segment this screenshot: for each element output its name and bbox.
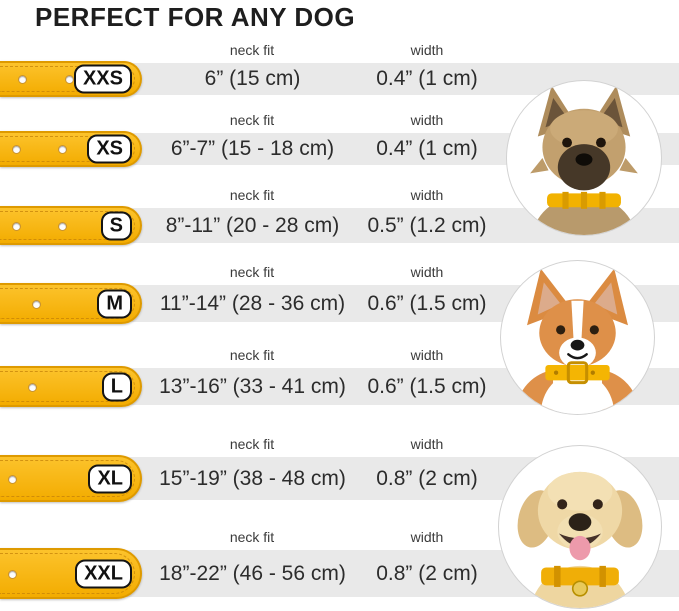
neck-fit-value: 8”-11” (20 - 28 cm)	[165, 214, 340, 237]
collar-strap: XS	[0, 131, 142, 167]
width-value: 0.5” (1.2 cm)	[367, 214, 487, 237]
neck-fit-value: 6”-7” (15 - 18 cm)	[170, 137, 335, 160]
size-badge: L	[101, 372, 132, 401]
collar-strap: XL	[0, 455, 142, 502]
collar-hole	[8, 474, 17, 484]
collar-hole	[58, 145, 67, 154]
collar-hole	[65, 75, 74, 84]
neck-fit-value: 6” (15 cm)	[204, 67, 301, 90]
neck-fit-header: neck fit	[229, 42, 275, 58]
width-value: 0.4” (1 cm)	[376, 67, 478, 90]
corgi-photo	[500, 260, 655, 415]
collar-stitching	[0, 553, 135, 594]
collar-hole	[58, 221, 67, 231]
collar-hole	[12, 221, 21, 231]
neck-fit-value: 11”-14” (28 - 36 cm)	[159, 292, 346, 315]
size-badge: S	[100, 211, 132, 240]
collar-stitching	[0, 66, 135, 92]
collar-hole	[8, 569, 17, 579]
collar-stitching	[0, 136, 135, 162]
page-title: PERFECT FOR ANY DOG	[35, 2, 356, 32]
collar-stitching	[0, 460, 135, 497]
width-header: width	[410, 264, 444, 280]
collar-strap: S	[0, 206, 142, 245]
width-value: 0.8” (2 cm)	[376, 467, 478, 490]
width-header: width	[410, 347, 444, 363]
collar-hole	[28, 382, 37, 392]
collar-stitching	[0, 211, 135, 240]
neck-fit-header: neck fit	[229, 187, 275, 203]
width-value: 0.6” (1.5 cm)	[367, 375, 487, 398]
width-header: width	[410, 529, 444, 545]
neck-fit-header: neck fit	[229, 529, 275, 545]
neck-fit-header: neck fit	[229, 264, 275, 280]
neck-fit-header: neck fit	[229, 436, 275, 452]
collar-hole	[12, 145, 21, 154]
neck-fit-value: 15”-19” (38 - 48 cm)	[159, 467, 346, 490]
size-badge: XXL	[75, 559, 132, 588]
width-value: 0.8” (2 cm)	[376, 562, 478, 585]
collar-stitching	[0, 288, 135, 319]
size-badge: XS	[87, 134, 132, 164]
collar-strap: XXL	[0, 548, 142, 599]
neck-fit-header: neck fit	[229, 112, 275, 128]
collar-strap: M	[0, 283, 142, 324]
terrier-puppy-photo	[506, 80, 662, 236]
neck-fit-header: neck fit	[229, 347, 275, 363]
size-badge: XXS	[73, 64, 132, 94]
labrador-photo	[498, 445, 662, 609]
neck-fit-value: 18”-22” (46 - 56 cm)	[159, 562, 346, 585]
collar-hole	[32, 299, 41, 309]
collar-strap: XXS	[0, 61, 142, 97]
width-header: width	[410, 187, 444, 203]
width-header: width	[410, 42, 444, 58]
terrier-illustration	[530, 85, 638, 235]
collar-hole	[18, 75, 27, 84]
width-value: 0.6” (1.5 cm)	[367, 292, 487, 315]
collar-stitching	[0, 371, 135, 402]
size-badge: M	[97, 289, 132, 318]
width-value: 0.4” (1 cm)	[376, 137, 478, 160]
neck-fit-value: 13”-16” (33 - 41 cm)	[159, 375, 346, 398]
labrador-illustration	[517, 471, 643, 608]
width-header: width	[410, 436, 444, 452]
corgi-illustration	[513, 268, 642, 414]
collar-strap: L	[0, 366, 142, 407]
width-header: width	[410, 112, 444, 128]
size-badge: XL	[88, 464, 132, 493]
